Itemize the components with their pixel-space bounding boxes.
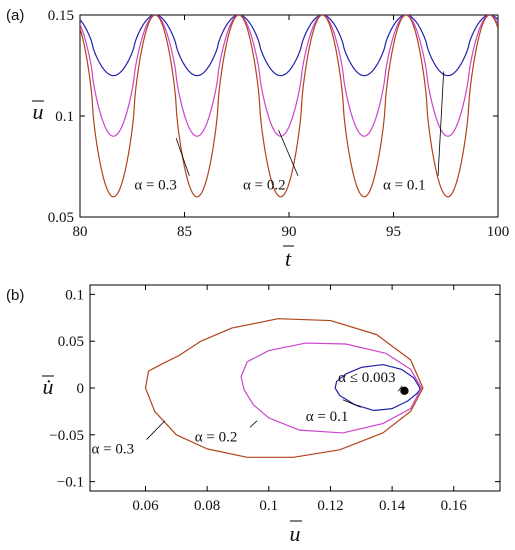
panel-b-axis-ticks: 0.06 0.08 0.1 0.12 0.14 0.16 −0.1 −0.05 0 0.05 0.1 xyxy=(49,285,500,514)
annotation-label-0-3: α = 0.3 xyxy=(92,442,135,458)
annotation-leader-0-2 xyxy=(249,420,258,428)
y-tick-label: −0.05 xyxy=(49,428,84,444)
y-tick-label: 0.15 xyxy=(48,8,74,24)
series-line-0-2 xyxy=(240,342,422,434)
y-tick-label: 0 xyxy=(77,381,85,397)
annotation-leader-0-1 xyxy=(342,399,361,408)
panel-b-phase-portrait: (b) 0.06 0.08 0.1 0.12 0.14 0.16−0.1−0.0500.0… xyxy=(6,284,501,546)
annotation-leader-0-1 xyxy=(437,71,445,176)
x-tick-label: 80 xyxy=(73,224,88,240)
y-tick-label: 0.1 xyxy=(65,287,84,303)
annotation-label-0-1: α = 0.1 xyxy=(383,178,426,194)
x-tick-label: 0.06 xyxy=(132,498,159,514)
x-tick-label: 0.14 xyxy=(379,498,406,514)
series-line-0-3 xyxy=(80,15,498,198)
panel-b-plot-frame xyxy=(89,284,501,492)
panel-b-y-axis-label: u̇ xyxy=(43,374,54,399)
series-line-0-1 xyxy=(80,15,498,77)
series-line-0-3 xyxy=(144,318,424,458)
series-line-0-1 xyxy=(334,363,421,412)
panel-b-annotations: α = 0.3 α = 0.2 α = 0.1 α ≤ 0.003 xyxy=(92,370,403,458)
panel-a-annotations: α = 0.3 α = 0.2 α = 0.1 xyxy=(134,71,445,194)
panel-b-x-axis-label: u xyxy=(290,521,301,546)
x-tick-label: 90 xyxy=(282,224,297,240)
x-tick-label: 0.16 xyxy=(441,498,468,514)
panel-a-x-axis-label: t xyxy=(285,246,292,271)
panel-b-label: (b) xyxy=(6,287,24,304)
series-line-0-2 xyxy=(80,15,498,137)
x-tick-label: 95 xyxy=(386,224,401,240)
annotation-label-0-3: α = 0.3 xyxy=(134,178,177,194)
panel-a-label: (a) xyxy=(6,7,24,24)
equilibrium-point xyxy=(400,386,409,396)
x-tick-label: 0.08 xyxy=(194,498,220,514)
y-tick-label: −0.1 xyxy=(57,475,84,491)
panel-a-series xyxy=(80,15,498,198)
annotation-leader-0-3 xyxy=(146,420,166,440)
annotation-leader-0-2 xyxy=(278,129,299,176)
x-tick-label: 100 xyxy=(487,224,510,240)
panel-a-axis-ticks: 80 85 90 95 100 0.05 0.1 0.15 xyxy=(48,8,510,240)
annotation-label-0-2: α = 0.2 xyxy=(195,429,238,445)
annotation-label-0-1: α = 0.1 xyxy=(306,409,349,425)
x-tick-label: 0.1 xyxy=(259,498,278,514)
annotation-leader-0-3 xyxy=(175,138,190,176)
x-tick-label: 0.12 xyxy=(317,498,343,514)
y-tick-label: 0.1 xyxy=(55,109,74,125)
annotation-leader-0-003 xyxy=(397,385,403,392)
x-tick-label: 85 xyxy=(177,224,192,240)
panel-a-y-axis-label: u xyxy=(33,99,44,124)
y-tick-label: 0.05 xyxy=(58,334,84,350)
annotation-label-0-2: α = 0.2 xyxy=(243,178,286,194)
annotation-label-0-003: α ≤ 0.003 xyxy=(338,370,395,386)
panel-b-series xyxy=(144,318,424,458)
y-tick-label: 0.05 xyxy=(48,210,74,226)
